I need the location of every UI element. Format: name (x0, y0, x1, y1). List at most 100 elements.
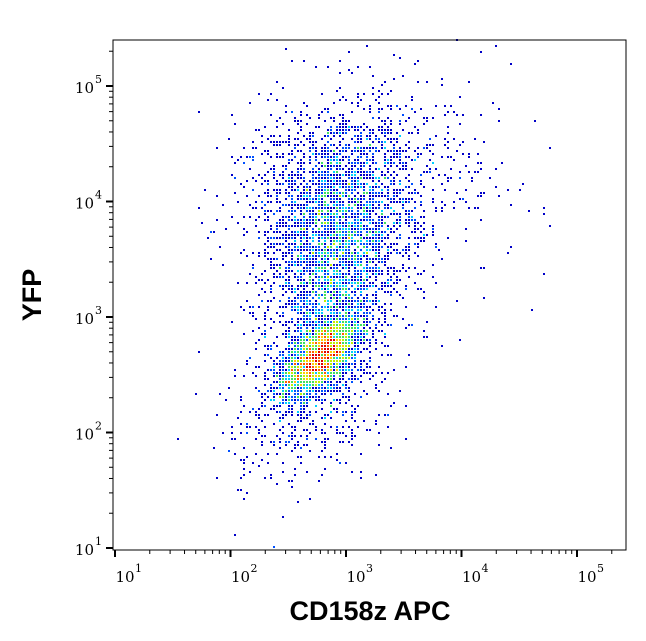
data-point (297, 123, 299, 125)
data-point (354, 129, 356, 131)
data-point (441, 78, 443, 80)
data-point (381, 84, 383, 86)
data-point (312, 291, 314, 293)
data-point (369, 201, 371, 203)
data-point (348, 69, 350, 71)
data-point (288, 363, 290, 365)
data-point (270, 201, 272, 203)
data-point (357, 135, 359, 137)
data-point (345, 462, 347, 464)
data-point (399, 108, 401, 110)
data-point (264, 426, 266, 428)
data-point (252, 408, 254, 410)
data-point (303, 378, 305, 380)
data-point (294, 396, 296, 398)
data-point (318, 153, 320, 155)
data-point (294, 381, 296, 383)
data-point (294, 366, 296, 368)
data-point (378, 321, 380, 323)
data-point (273, 135, 275, 137)
data-point (549, 225, 551, 227)
data-point (324, 201, 326, 203)
data-point (351, 201, 353, 203)
data-point (360, 228, 362, 230)
data-point (384, 258, 386, 260)
data-point (324, 381, 326, 383)
data-point (300, 345, 302, 347)
data-point (285, 330, 287, 332)
data-point (324, 213, 326, 215)
data-point (243, 309, 245, 311)
data-point (336, 240, 338, 242)
data-point (330, 264, 332, 266)
data-point (282, 243, 284, 245)
data-point (309, 351, 311, 353)
data-point (342, 279, 344, 281)
data-point (378, 273, 380, 275)
data-point (324, 423, 326, 425)
data-point (291, 303, 293, 305)
data-point (303, 318, 305, 320)
data-point (297, 288, 299, 290)
data-point (354, 234, 356, 236)
data-point (366, 324, 368, 326)
data-point (360, 270, 362, 272)
data-point (444, 174, 446, 176)
data-point (363, 315, 365, 317)
data-point (348, 207, 350, 209)
data-point (291, 204, 293, 206)
data-point (336, 339, 338, 341)
data-point (405, 105, 407, 107)
data-point (312, 141, 314, 143)
data-point (273, 165, 275, 167)
data-point (369, 219, 371, 221)
data-point (351, 183, 353, 185)
data-point (255, 225, 257, 227)
data-point (261, 177, 263, 179)
data-point (267, 369, 269, 371)
data-point (324, 321, 326, 323)
data-point (348, 246, 350, 248)
data-point (294, 402, 296, 404)
data-point (426, 234, 428, 236)
data-point (345, 207, 347, 209)
data-point (345, 309, 347, 311)
data-point (222, 204, 224, 206)
data-point (405, 177, 407, 179)
data-point (387, 273, 389, 275)
data-point (327, 66, 329, 68)
data-point (324, 144, 326, 146)
data-point (291, 405, 293, 407)
data-point (327, 321, 329, 323)
data-point (291, 195, 293, 197)
data-point (366, 294, 368, 296)
data-point (330, 312, 332, 314)
data-point (342, 120, 344, 122)
data-point (291, 219, 293, 221)
data-point (306, 270, 308, 272)
data-point (333, 306, 335, 308)
data-point (231, 426, 233, 428)
data-point (288, 375, 290, 377)
data-point (348, 312, 350, 314)
data-point (342, 345, 344, 347)
data-point (261, 333, 263, 335)
data-point (321, 267, 323, 269)
data-point (336, 249, 338, 251)
data-point (366, 213, 368, 215)
data-point (354, 435, 356, 437)
data-point (330, 285, 332, 287)
data-point (336, 174, 338, 176)
data-point (366, 372, 368, 374)
data-point (432, 234, 434, 236)
data-point (330, 309, 332, 311)
data-point (309, 348, 311, 350)
data-point (285, 393, 287, 395)
data-point (312, 168, 314, 170)
data-point (288, 174, 290, 176)
data-point (372, 156, 374, 158)
data-point (399, 216, 401, 218)
data-point (294, 474, 296, 476)
data-point (306, 438, 308, 440)
data-point (324, 267, 326, 269)
